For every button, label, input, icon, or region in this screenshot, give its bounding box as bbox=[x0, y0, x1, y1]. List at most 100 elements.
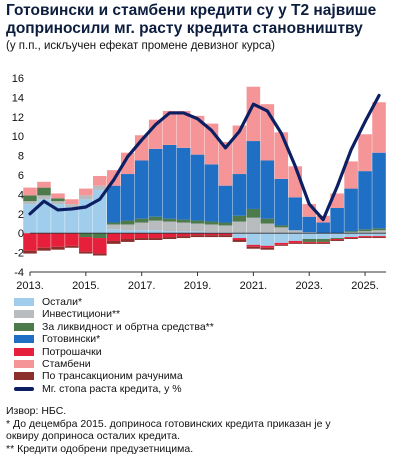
bar-segment-likvidnost bbox=[106, 222, 121, 225]
legend-item-transakcioni: По трансакционим рачунима bbox=[14, 370, 214, 382]
bar-segment-gotovinski bbox=[232, 174, 247, 216]
bar-segment-investicioni bbox=[162, 221, 177, 232]
bar-segment-likvidnost bbox=[330, 238, 344, 240]
bar-segment-gotovinski bbox=[204, 164, 219, 222]
chart-title-line-2: доприносили мг. расту кредита становништ… bbox=[6, 20, 363, 37]
bar-segment-ostali bbox=[358, 233, 372, 237]
bar-segment-transakcioni bbox=[274, 244, 289, 246]
bar-segment-gotovinski bbox=[330, 207, 344, 234]
bar-segment-investicioni bbox=[106, 224, 121, 230]
bar-segment-stambeni bbox=[51, 193, 65, 199]
bar-segment-potrosacki bbox=[93, 238, 107, 254]
y-tick-label: -2 bbox=[14, 248, 24, 260]
bar-segment-transakcioni bbox=[23, 250, 37, 254]
bar-segment-investicioni bbox=[246, 217, 261, 234]
bar-segment-ostali bbox=[204, 232, 219, 234]
bar-segment-stambeni bbox=[93, 175, 107, 186]
bar-segment-potrosacki bbox=[134, 233, 149, 239]
bar-segment-transakcioni bbox=[246, 246, 261, 249]
y-tick-label: 4 bbox=[18, 189, 24, 201]
bar-segment-likvidnost bbox=[316, 239, 330, 242]
legend-swatch-likvidnost bbox=[14, 322, 34, 331]
bar-segment-investicioni bbox=[302, 232, 316, 234]
y-tick-label: 14 bbox=[12, 92, 24, 104]
growth-line-layer bbox=[28, 93, 381, 222]
bar-segment-likvidnost bbox=[23, 195, 37, 202]
bar-segment-potrosacki bbox=[260, 245, 275, 248]
bar-segment-ostali bbox=[162, 231, 177, 234]
bar-segment-stambeni bbox=[246, 86, 261, 142]
bar-segment-potrosacki bbox=[65, 233, 79, 246]
legend: Остали* Инвестициони** За ликвидност и обр… bbox=[14, 296, 214, 395]
bar-segment-potrosacki bbox=[358, 236, 372, 238]
bar-segment-likvidnost bbox=[218, 222, 233, 226]
bar-segment-transakcioni bbox=[260, 247, 275, 250]
bar-segment-ostali bbox=[93, 189, 107, 234]
bar-segment-stambeni bbox=[120, 152, 135, 175]
bar-segment-transakcioni bbox=[372, 237, 386, 239]
bar-segment-investicioni bbox=[372, 230, 386, 234]
bar-segment-gotovinski bbox=[246, 141, 261, 209]
bar-segment-ostali bbox=[302, 233, 316, 240]
bar-segment-investicioni bbox=[176, 222, 191, 232]
bar-segment-transakcioni bbox=[37, 247, 51, 251]
legend-swatch-gotovinski bbox=[14, 335, 34, 344]
bar-segment-ostali bbox=[260, 233, 275, 246]
legend-item-line: Мг. стопа раста кредита, у % bbox=[14, 383, 214, 395]
bar-segment-transakcioni bbox=[316, 242, 330, 244]
legend-item-investicioni: Инвестициони** bbox=[14, 308, 214, 320]
bar-segment-transakcioni bbox=[330, 239, 344, 241]
bar-segment-investicioni bbox=[344, 232, 358, 234]
x-tick-label: 2017. bbox=[128, 280, 156, 292]
bar-segment-potrosacki bbox=[330, 239, 344, 240]
bar-segment-gotovinski bbox=[316, 222, 330, 234]
bar-segment-potrosacki bbox=[232, 238, 247, 240]
legend-swatch-stambeni bbox=[14, 359, 34, 368]
bar-segment-ostali bbox=[372, 233, 386, 237]
bar-segment-stambeni bbox=[218, 142, 233, 186]
legend-label: Остали* bbox=[42, 296, 83, 308]
bar-segment-potrosacki bbox=[218, 233, 233, 236]
bar-segment-potrosacki bbox=[37, 233, 51, 248]
bar-segment-stambeni bbox=[358, 134, 372, 172]
bar-segment-potrosacki bbox=[316, 241, 330, 243]
bar-segment-transakcioni bbox=[204, 235, 219, 238]
bar-segment-investicioni bbox=[65, 204, 79, 208]
bar-segment-transakcioni bbox=[232, 239, 247, 242]
bar-segment-gotovinski bbox=[148, 148, 163, 217]
bar-segment-gotovinski bbox=[134, 160, 149, 219]
legend-item-likvidnost: За ликвидност и обртна средства** bbox=[14, 321, 214, 333]
bar-segment-ostali bbox=[176, 231, 191, 234]
bar-segment-likvidnost bbox=[190, 220, 205, 224]
bar-segment-potrosacki bbox=[344, 237, 358, 239]
bar-segment-transakcioni bbox=[79, 251, 93, 254]
bar-segment-gotovinski bbox=[372, 152, 386, 229]
x-tick-label: 2015. bbox=[72, 280, 100, 292]
bar-segment-stambeni bbox=[274, 132, 289, 179]
bar-segment-stambeni bbox=[134, 135, 149, 161]
x-tick-label: 2023. bbox=[295, 280, 323, 292]
bar-segment-stambeni bbox=[372, 102, 386, 153]
bar-segment-investicioni bbox=[134, 222, 149, 231]
bar-segment-gotovinski bbox=[274, 178, 289, 226]
bar-segment-gotovinski bbox=[106, 185, 121, 223]
bar-segment-transakcioni bbox=[162, 237, 177, 240]
bar-segment-potrosacki bbox=[302, 241, 316, 243]
chart-title: Готовински и стамбени кредити су у Т2 на… bbox=[6, 2, 404, 38]
bar-segment-gotovinski bbox=[344, 188, 358, 232]
y-tick-label: 16 bbox=[12, 73, 24, 85]
bar-segment-investicioni bbox=[274, 227, 289, 234]
bar-segment-transakcioni bbox=[358, 237, 372, 239]
bar-segment-gotovinski bbox=[190, 154, 205, 221]
bar-segment-ostali bbox=[288, 233, 303, 241]
x-axis-ticks: 2013. 2015. 2017. 2019. 2021. 2023. 2025. bbox=[16, 272, 379, 292]
bar-segment-likvidnost bbox=[37, 187, 51, 196]
bar-segment-transakcioni bbox=[288, 242, 303, 244]
bar-segment-likvidnost bbox=[372, 228, 386, 231]
bar-segment-stambeni bbox=[162, 110, 177, 145]
bar-segment-investicioni bbox=[148, 220, 163, 231]
legend-label: Потрошачки bbox=[42, 345, 102, 358]
y-tick-label: 8 bbox=[18, 151, 24, 163]
bar-segment-likvidnost bbox=[176, 219, 191, 223]
bar-segment-potrosacki bbox=[162, 233, 177, 238]
